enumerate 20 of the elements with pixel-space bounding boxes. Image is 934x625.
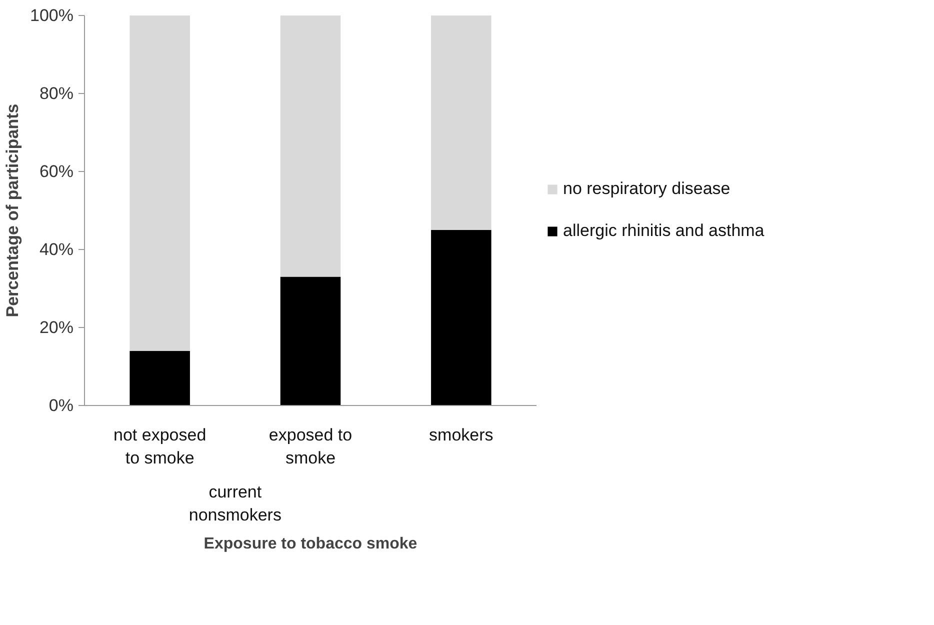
x-tick-label: not exposed to smoke [114,426,206,468]
y-axis-title: Percentage of participants [3,104,22,318]
y-tick-label: 0% [48,396,74,415]
bar [130,16,190,351]
legend-label: allergic rhinitis and asthma [563,221,764,241]
legend-label: no respiratory disease [563,179,730,199]
y-tick-label: 60% [39,162,74,181]
y-tick-label: 100% [30,6,74,25]
bar [130,350,190,406]
y-tick-label: 40% [39,240,74,259]
x-axis-title: Exposure to tobacco smoke [204,535,418,552]
bar [431,16,492,230]
text: current nonsmokers [188,482,282,524]
y-tick-label: 80% [39,84,74,103]
y-tick-label: 20% [39,318,74,337]
bar [280,16,341,277]
x-tick-label: exposed to smoke [268,426,352,468]
bar [431,230,492,406]
x-tick-label: smokers [429,426,494,444]
bar [280,276,341,406]
